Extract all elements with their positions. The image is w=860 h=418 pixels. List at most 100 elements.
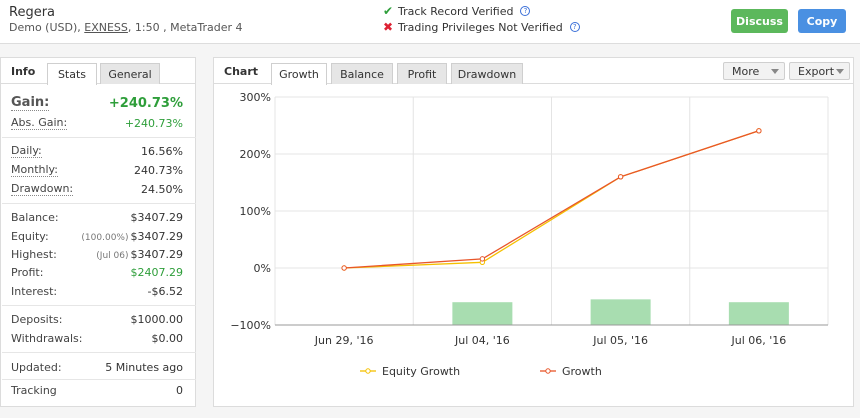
data-point (479, 256, 486, 262)
gain-label: Gain: (11, 95, 50, 111)
highest-label: Highest: (11, 247, 57, 261)
account-type: Demo (USD), (9, 21, 81, 34)
drawdown-row: Drawdown: 24.50% (11, 181, 183, 197)
divider (2, 379, 196, 380)
discuss-button[interactable]: Discuss (731, 9, 788, 33)
highest-row: Highest: (Jul 06) $3407.29 (11, 246, 183, 262)
chevron-down-icon (771, 69, 779, 74)
help-icon[interactable]: ? (569, 22, 580, 32)
legend-marker (545, 368, 551, 374)
tab-profit[interactable]: Profit (397, 63, 447, 84)
legend-marker (365, 368, 371, 374)
equity-label: Equity: (11, 229, 49, 243)
equity-row: Equity: (100.00%) $3407.29 (11, 228, 183, 244)
x-tick-label: Jul 04, '16 (454, 334, 510, 347)
legend-label: Equity Growth (382, 365, 460, 378)
drawdown-value: 24.50% (141, 182, 183, 196)
y-tick-label: 300% (240, 91, 271, 104)
updated-row: Updated: 5 Minutes ago (11, 359, 183, 375)
interest-value: -$6.52 (147, 284, 183, 298)
abs-gain-row: Abs. Gain: +240.73% (11, 115, 183, 131)
series-line (344, 130, 760, 269)
export-dropdown[interactable]: Export (789, 62, 850, 80)
chart-legend: Equity Growth Growth (360, 365, 602, 378)
chart-lines (341, 128, 762, 271)
daily-value: 16.56% (141, 144, 183, 158)
y-tick-label: −100% (230, 319, 271, 332)
tab-drawdown[interactable]: Drawdown (451, 63, 523, 84)
broker-link[interactable]: EXNESS (84, 21, 128, 34)
profit-row: Profit: $2407.29 (11, 264, 183, 280)
check-icon: ✔ (382, 4, 394, 18)
profit-label: Profit: (11, 265, 44, 279)
divider (2, 203, 196, 204)
trading-privileges-text: Trading Privileges Not Verified (398, 20, 563, 34)
x-icon: ✖ (382, 20, 394, 34)
x-tick-label: Jun 29, '16 (314, 334, 374, 347)
divider (2, 305, 196, 306)
x-axis: Jun 29, '16 Jul 04, '16 Jul 05, '16 Jul 06,… (275, 324, 828, 347)
chart-title: Chart (224, 65, 259, 78)
info-panel: Info Stats General Gain: +240.73% Abs. G… (0, 57, 196, 407)
equity-percent: (100.00%) (81, 232, 129, 243)
track-record-text: Track Record Verified (398, 4, 514, 18)
balance-value: $3407.29 (130, 210, 184, 224)
data-point (341, 265, 347, 271)
equity-value: $3407.29 (130, 229, 184, 243)
monthly-value: 240.73% (134, 163, 183, 177)
account-details: Demo (USD), EXNESS, 1:50 , MetaTrader 4 (9, 21, 243, 34)
x-tick-label: Jul 05, '16 (592, 334, 648, 347)
tracking-row: Tracking 0 (11, 382, 183, 398)
updated-label: Updated: (11, 360, 62, 374)
monthly-label: Monthly: (11, 163, 58, 177)
gain-value: +240.73% (108, 95, 183, 111)
chart-panel: Chart Growth Balance Profit Drawdown Mor… (213, 57, 854, 407)
tab-general[interactable]: General (100, 63, 160, 84)
tracking-value: 0 (176, 383, 183, 397)
tab-stats[interactable]: Stats (47, 63, 97, 85)
gain-row: Gain: +240.73% (11, 95, 183, 111)
chart-bars (452, 299, 789, 325)
abs-gain-value: +240.73% (124, 116, 183, 130)
withdrawals-row: Withdrawals: $0.00 (11, 330, 183, 346)
daily-label: Daily: (11, 144, 42, 158)
legend-label: Growth (562, 365, 602, 378)
monthly-row: Monthly: 240.73% (11, 162, 183, 178)
withdrawals-label: Withdrawals: (11, 331, 83, 345)
more-label: More (732, 64, 760, 78)
drawdown-label: Drawdown: (11, 182, 74, 196)
account-header: Regera Demo (USD), EXNESS, 1:50 , MetaTr… (0, 0, 860, 44)
highest-date: (Jul 06) (96, 250, 129, 261)
profit-value: $2407.29 (130, 265, 184, 279)
data-point (756, 128, 762, 134)
more-dropdown[interactable]: More (723, 62, 785, 80)
track-record-status: ✔ Track Record Verified ? (382, 4, 531, 18)
bar (728, 302, 789, 325)
balance-label: Balance: (11, 210, 59, 224)
tracking-label: Tracking (11, 383, 57, 397)
chart-tabs: Chart Growth Balance Profit Drawdown Mor… (214, 58, 853, 85)
bar (590, 299, 651, 325)
bar (452, 302, 513, 325)
updated-value: 5 Minutes ago (105, 360, 183, 374)
highest-value: $3407.29 (130, 247, 184, 261)
account-leverage-platform: , 1:50 , MetaTrader 4 (127, 21, 243, 34)
tab-growth[interactable]: Growth (271, 63, 327, 85)
chart-grid (274, 96, 829, 326)
y-tick-label: 100% (240, 205, 271, 218)
tab-balance[interactable]: Balance (331, 63, 393, 84)
deposits-row: Deposits: $1000.00 (11, 311, 183, 327)
daily-row: Daily: 16.56% (11, 143, 183, 159)
y-tick-label: 200% (240, 148, 271, 161)
chevron-down-icon (836, 69, 844, 74)
y-axis: 300% 200% 100% 0% −100% (230, 91, 271, 332)
info-tabs: Info Stats General (1, 58, 195, 85)
interest-label: Interest: (11, 284, 58, 298)
copy-button[interactable]: Copy (798, 9, 846, 33)
x-tick-label: Jul 06, '16 (730, 334, 786, 347)
help-icon[interactable]: ? (520, 6, 531, 16)
data-point (617, 174, 624, 180)
growth-chart: 300% 200% 100% 0% −100% Jun 29, '16 Jul 04, '… (230, 91, 829, 378)
abs-gain-label: Abs. Gain: (11, 116, 68, 130)
y-tick-label: 0% (254, 262, 271, 275)
